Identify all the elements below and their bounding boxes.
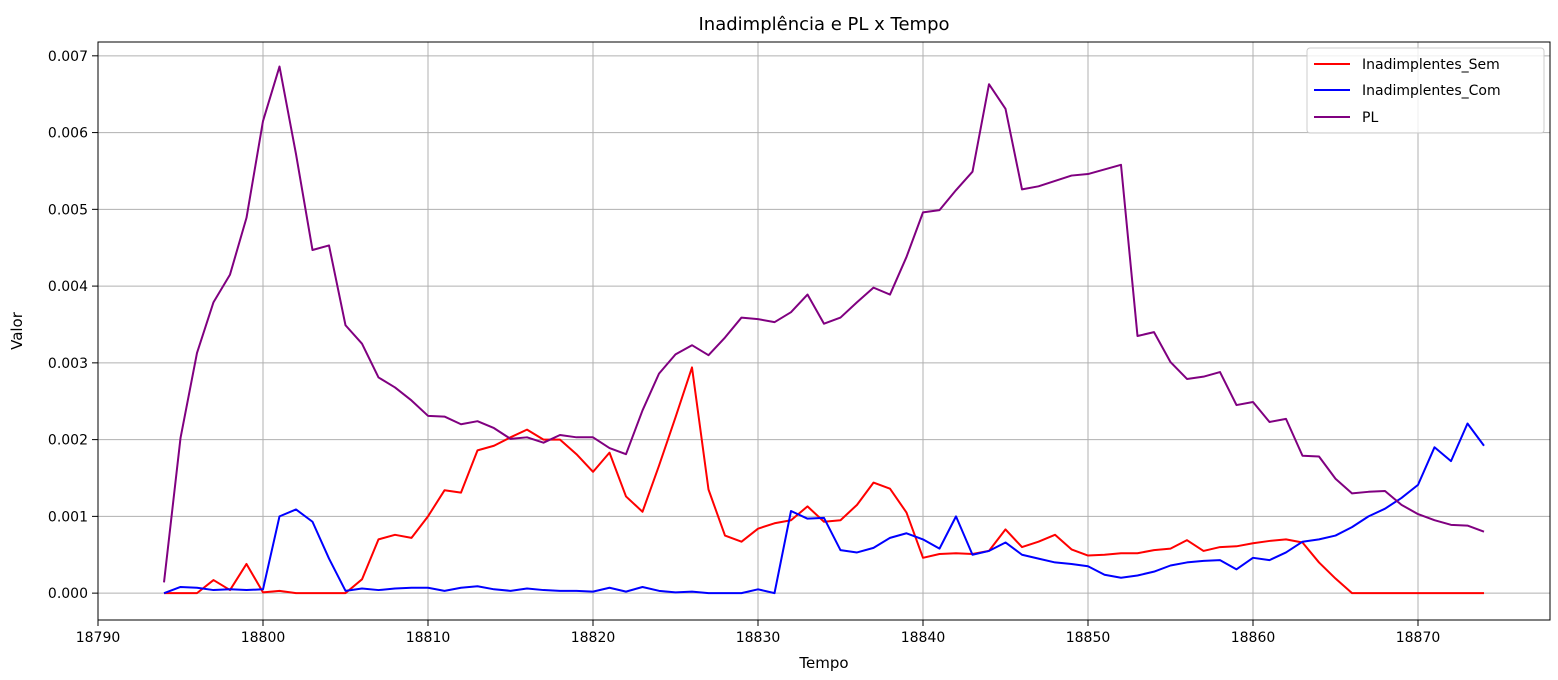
legend-label-inadimplentes-sem: Inadimplentes_Sem <box>1362 57 1500 73</box>
x-tick-label: 18850 <box>1066 630 1111 646</box>
x-tick-label: 18840 <box>901 630 946 646</box>
x-tick-label: 18870 <box>1396 630 1441 646</box>
x-axis-label: Tempo <box>798 654 848 672</box>
y-tick-label: 0.006 <box>48 126 88 142</box>
chart-title: Inadimplência e PL x Tempo <box>698 14 949 35</box>
x-tick-label: 18820 <box>571 630 616 646</box>
x-tick-label: 18790 <box>76 630 121 646</box>
y-tick-label: 0.002 <box>48 433 88 449</box>
x-tick-label: 18860 <box>1231 630 1276 646</box>
y-tick-label: 0.004 <box>48 279 88 295</box>
x-tick-label: 18800 <box>241 630 286 646</box>
legend-label-inadimplentes-com: Inadimplentes_Com <box>1362 83 1501 99</box>
y-tick-label: 0.001 <box>48 509 88 525</box>
legend: Inadimplentes_Sem Inadimplentes_Com PL <box>1306 47 1545 134</box>
y-tick-label: 0.000 <box>48 586 88 602</box>
x-tick-label: 18810 <box>406 630 451 646</box>
y-tick-label: 0.003 <box>48 356 88 372</box>
y-axis-label: Valor <box>8 311 26 350</box>
series-line-inadimplentes-sem <box>164 366 1484 595</box>
y-tick-label: 0.007 <box>48 49 88 65</box>
grid-lines <box>97 42 1550 620</box>
legend-box <box>1306 47 1545 134</box>
axis-ticks: 18790 18800 18810 18820 18830 18840 18850 18860… <box>48 49 1440 646</box>
x-tick-label: 18830 <box>736 630 781 646</box>
series-line-pl <box>163 65 1485 583</box>
plot-frame <box>97 41 1551 621</box>
series-line-inadimplentes-com <box>163 422 1485 595</box>
legend-label-pl: PL <box>1362 110 1378 126</box>
series-lines <box>163 65 1485 595</box>
y-tick-label: 0.005 <box>48 202 88 218</box>
